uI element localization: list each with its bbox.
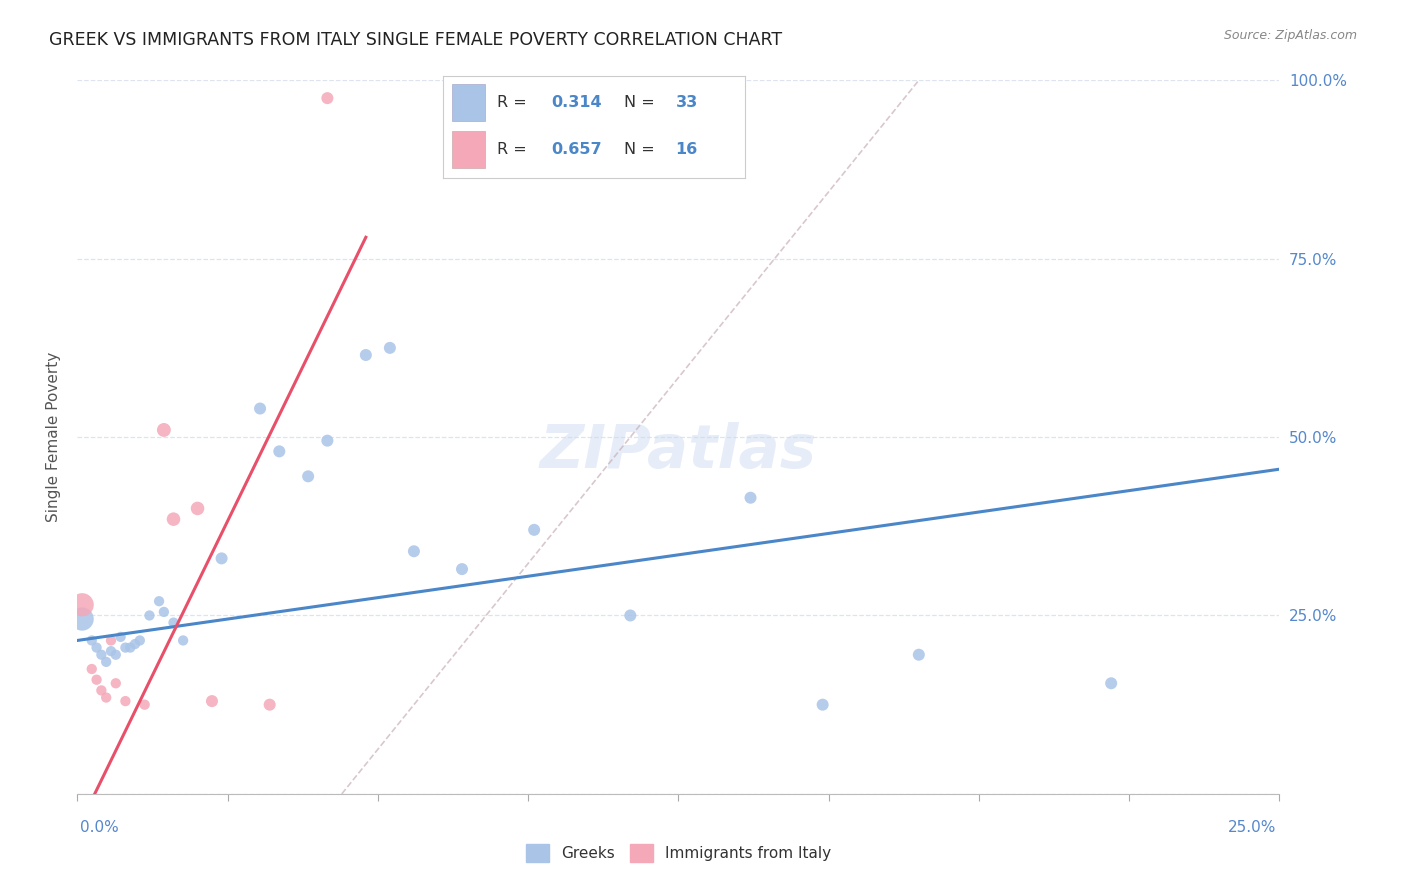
Point bbox=[619, 608, 641, 623]
Point bbox=[134, 698, 156, 712]
Point bbox=[120, 640, 142, 655]
Point bbox=[124, 637, 146, 651]
Point bbox=[269, 444, 291, 458]
Point bbox=[80, 662, 103, 676]
Point bbox=[451, 562, 474, 576]
Point bbox=[114, 640, 136, 655]
Point bbox=[90, 648, 112, 662]
Text: ZIPatlas: ZIPatlas bbox=[540, 422, 817, 481]
Point bbox=[86, 640, 108, 655]
Point bbox=[80, 633, 103, 648]
Point bbox=[249, 401, 271, 416]
Text: 25.0%: 25.0% bbox=[1229, 821, 1277, 835]
Point bbox=[100, 633, 122, 648]
Point bbox=[128, 633, 150, 648]
Text: N =: N = bbox=[624, 142, 661, 157]
Text: GREEK VS IMMIGRANTS FROM ITALY SINGLE FEMALE POVERTY CORRELATION CHART: GREEK VS IMMIGRANTS FROM ITALY SINGLE FE… bbox=[49, 31, 782, 49]
Point bbox=[104, 676, 127, 690]
Text: R =: R = bbox=[498, 142, 533, 157]
Point bbox=[740, 491, 762, 505]
Point bbox=[70, 598, 93, 612]
Point bbox=[96, 655, 118, 669]
Y-axis label: Single Female Poverty: Single Female Poverty bbox=[46, 352, 62, 522]
Point bbox=[402, 544, 425, 558]
Text: R =: R = bbox=[498, 95, 533, 110]
Point bbox=[201, 694, 224, 708]
Text: 0.314: 0.314 bbox=[551, 95, 602, 110]
Point bbox=[114, 694, 136, 708]
Point bbox=[100, 644, 122, 658]
Point bbox=[162, 512, 184, 526]
Bar bbox=[451, 84, 485, 121]
Point bbox=[90, 683, 112, 698]
Text: 33: 33 bbox=[676, 95, 697, 110]
Point bbox=[138, 608, 160, 623]
Point bbox=[187, 501, 209, 516]
Point bbox=[811, 698, 834, 712]
Bar bbox=[451, 131, 485, 168]
Text: 0.0%: 0.0% bbox=[80, 821, 120, 835]
Point bbox=[354, 348, 377, 362]
Point bbox=[523, 523, 546, 537]
Text: Source: ZipAtlas.com: Source: ZipAtlas.com bbox=[1223, 29, 1357, 42]
Point bbox=[153, 605, 176, 619]
Point bbox=[908, 648, 931, 662]
Point bbox=[316, 434, 339, 448]
Point bbox=[259, 698, 281, 712]
Legend: Greeks, Immigrants from Italy: Greeks, Immigrants from Italy bbox=[520, 838, 837, 868]
Point bbox=[1099, 676, 1122, 690]
Point bbox=[297, 469, 319, 483]
Point bbox=[162, 615, 184, 630]
Point bbox=[110, 630, 132, 644]
Text: N =: N = bbox=[624, 95, 661, 110]
Point bbox=[96, 690, 118, 705]
Text: 0.657: 0.657 bbox=[551, 142, 602, 157]
Point bbox=[153, 423, 176, 437]
Point bbox=[211, 551, 233, 566]
Point bbox=[378, 341, 401, 355]
Point bbox=[316, 91, 339, 105]
Text: 16: 16 bbox=[676, 142, 697, 157]
Point bbox=[86, 673, 108, 687]
Point bbox=[172, 633, 194, 648]
Point bbox=[148, 594, 170, 608]
Point bbox=[104, 648, 127, 662]
Point bbox=[70, 612, 93, 626]
